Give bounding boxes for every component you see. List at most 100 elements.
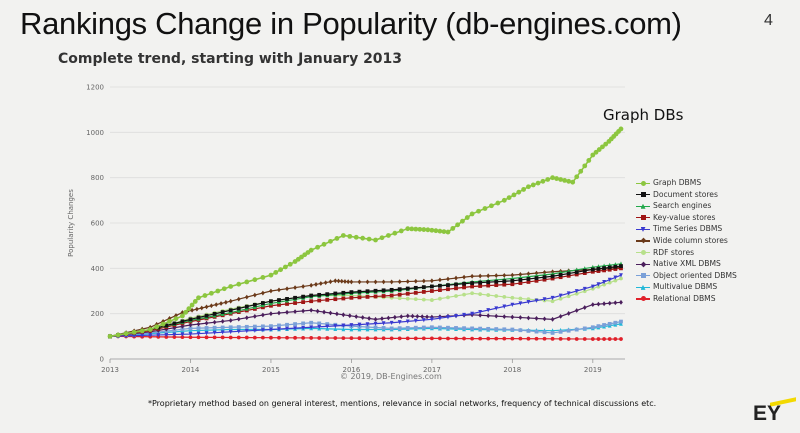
trend-marker bbox=[244, 324, 249, 329]
data-point bbox=[550, 331, 555, 335]
trend-marker bbox=[574, 272, 579, 277]
legend-swatch bbox=[636, 283, 650, 291]
trend-marker bbox=[542, 270, 547, 275]
trend-marker bbox=[518, 281, 523, 285]
trend-marker bbox=[301, 294, 306, 299]
footnote: *Proprietary method based on general int… bbox=[148, 399, 657, 408]
trend-marker bbox=[582, 337, 587, 341]
trend-marker bbox=[252, 328, 257, 333]
data-point bbox=[228, 325, 233, 330]
data-point bbox=[619, 321, 623, 326]
trend-marker bbox=[566, 328, 571, 333]
data-point bbox=[180, 310, 185, 315]
trend-marker bbox=[154, 324, 160, 330]
trend-marker bbox=[494, 327, 499, 331]
trend-marker bbox=[542, 275, 547, 280]
trend-marker bbox=[252, 304, 257, 309]
trend-marker bbox=[293, 322, 297, 326]
trend-marker bbox=[534, 316, 539, 321]
trend-marker bbox=[381, 326, 386, 330]
trend-marker bbox=[341, 336, 346, 341]
trend-marker bbox=[542, 316, 547, 322]
trend-marker bbox=[336, 278, 341, 284]
trend-marker bbox=[325, 322, 330, 326]
trend-marker bbox=[462, 326, 466, 331]
data-point bbox=[550, 276, 555, 281]
trend-marker bbox=[392, 314, 397, 320]
trend-marker bbox=[429, 227, 435, 233]
trend-marker bbox=[314, 282, 318, 287]
trend-marker bbox=[139, 328, 145, 334]
trend-marker bbox=[596, 324, 601, 329]
trend-marker bbox=[208, 290, 214, 296]
trend-marker bbox=[566, 178, 572, 184]
trend-marker bbox=[333, 336, 338, 340]
trend-marker bbox=[156, 333, 161, 338]
trend-marker bbox=[478, 273, 483, 279]
trend-marker bbox=[285, 322, 289, 327]
trend-marker bbox=[278, 267, 283, 273]
trend-marker bbox=[212, 319, 217, 325]
trend-marker bbox=[373, 279, 378, 285]
trend-marker bbox=[196, 315, 201, 320]
trend-marker bbox=[202, 293, 208, 298]
data-point bbox=[510, 302, 515, 307]
trend-marker bbox=[405, 296, 410, 301]
data-point bbox=[405, 313, 410, 319]
data-point bbox=[469, 211, 475, 217]
trend-marker bbox=[236, 329, 241, 334]
data-point bbox=[349, 336, 354, 341]
trend-marker bbox=[421, 285, 426, 290]
trend-marker bbox=[489, 203, 494, 209]
data-point bbox=[470, 291, 475, 296]
trend-marker bbox=[252, 335, 257, 340]
trend-marker bbox=[252, 277, 258, 283]
trend-marker bbox=[196, 326, 201, 331]
data-point bbox=[389, 287, 394, 292]
trend-marker bbox=[455, 222, 461, 228]
trend-marker bbox=[277, 302, 281, 307]
data-point bbox=[510, 336, 515, 341]
trend-marker bbox=[335, 311, 339, 317]
trend-marker bbox=[502, 282, 507, 287]
chart-legend: Graph DBMS Document stores Search engines K… bbox=[636, 177, 737, 305]
trend-marker bbox=[365, 294, 370, 299]
legend-swatch bbox=[636, 237, 650, 245]
trend-marker bbox=[189, 302, 195, 308]
data-point bbox=[470, 284, 475, 289]
trend-marker bbox=[373, 325, 378, 330]
trend-marker bbox=[347, 233, 353, 239]
legend-item: Search engines bbox=[636, 200, 737, 212]
legend-item: Relational DBMS bbox=[636, 293, 737, 305]
trend-marker bbox=[365, 327, 370, 332]
trend-marker bbox=[379, 235, 385, 241]
legend-label: Key-value stores bbox=[653, 212, 716, 222]
trend-marker bbox=[486, 313, 491, 319]
trend-marker bbox=[602, 337, 606, 341]
trend-marker bbox=[494, 273, 499, 278]
trend-marker bbox=[502, 304, 507, 309]
trend-marker bbox=[542, 277, 547, 282]
trend-marker bbox=[236, 325, 241, 329]
trend-marker bbox=[346, 279, 351, 285]
legend-item: Key-value stores bbox=[636, 212, 737, 224]
trend-marker bbox=[574, 308, 579, 313]
trend-marker bbox=[438, 296, 442, 301]
trend-marker bbox=[317, 292, 322, 297]
trend-marker bbox=[462, 285, 466, 290]
data-point bbox=[349, 323, 354, 328]
trend-marker bbox=[574, 174, 580, 180]
trend-marker bbox=[386, 233, 391, 238]
graph-dbs-annotation: Graph DBs bbox=[603, 106, 684, 124]
trend-marker bbox=[413, 226, 419, 232]
trend-marker bbox=[409, 226, 415, 232]
y-tick-label: 1000 bbox=[86, 129, 104, 137]
trend-marker bbox=[209, 303, 214, 309]
trend-marker bbox=[325, 324, 330, 329]
data-point bbox=[188, 326, 193, 331]
data-point bbox=[550, 299, 555, 304]
data-point bbox=[470, 281, 475, 285]
trend-marker bbox=[526, 271, 531, 277]
trend-marker bbox=[204, 327, 209, 333]
trend-marker bbox=[244, 279, 250, 285]
